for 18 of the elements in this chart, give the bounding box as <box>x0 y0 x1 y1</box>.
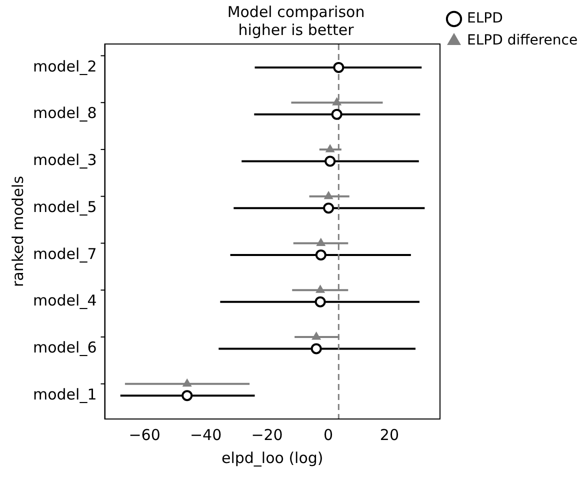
legend-label: ELPD difference <box>467 32 578 49</box>
y-tick-label: model_8 <box>33 104 97 122</box>
x-tick-label: 0 <box>323 426 334 444</box>
x-tick-label: 20 <box>380 426 400 444</box>
y-tick-label: model_7 <box>33 244 97 263</box>
x-tick-label: −40 <box>190 426 222 444</box>
x-tick-label: −20 <box>251 426 283 444</box>
y-tick-label: model_4 <box>33 292 97 310</box>
y-tick-label: model_3 <box>33 151 97 170</box>
y-tick-label: model_1 <box>33 385 97 404</box>
y-tick-label: model_6 <box>33 338 97 357</box>
x-tick-label: −60 <box>128 426 160 444</box>
y-axis-title: ranked models <box>8 176 27 288</box>
legend-label: ELPD <box>467 10 503 27</box>
x-axis-title: elpd_loo (log) <box>221 448 324 467</box>
y-tick-label: model_2 <box>33 57 97 76</box>
chart-title: Model comparison higher is better <box>227 2 365 39</box>
y-tick-label: model_5 <box>33 198 97 216</box>
